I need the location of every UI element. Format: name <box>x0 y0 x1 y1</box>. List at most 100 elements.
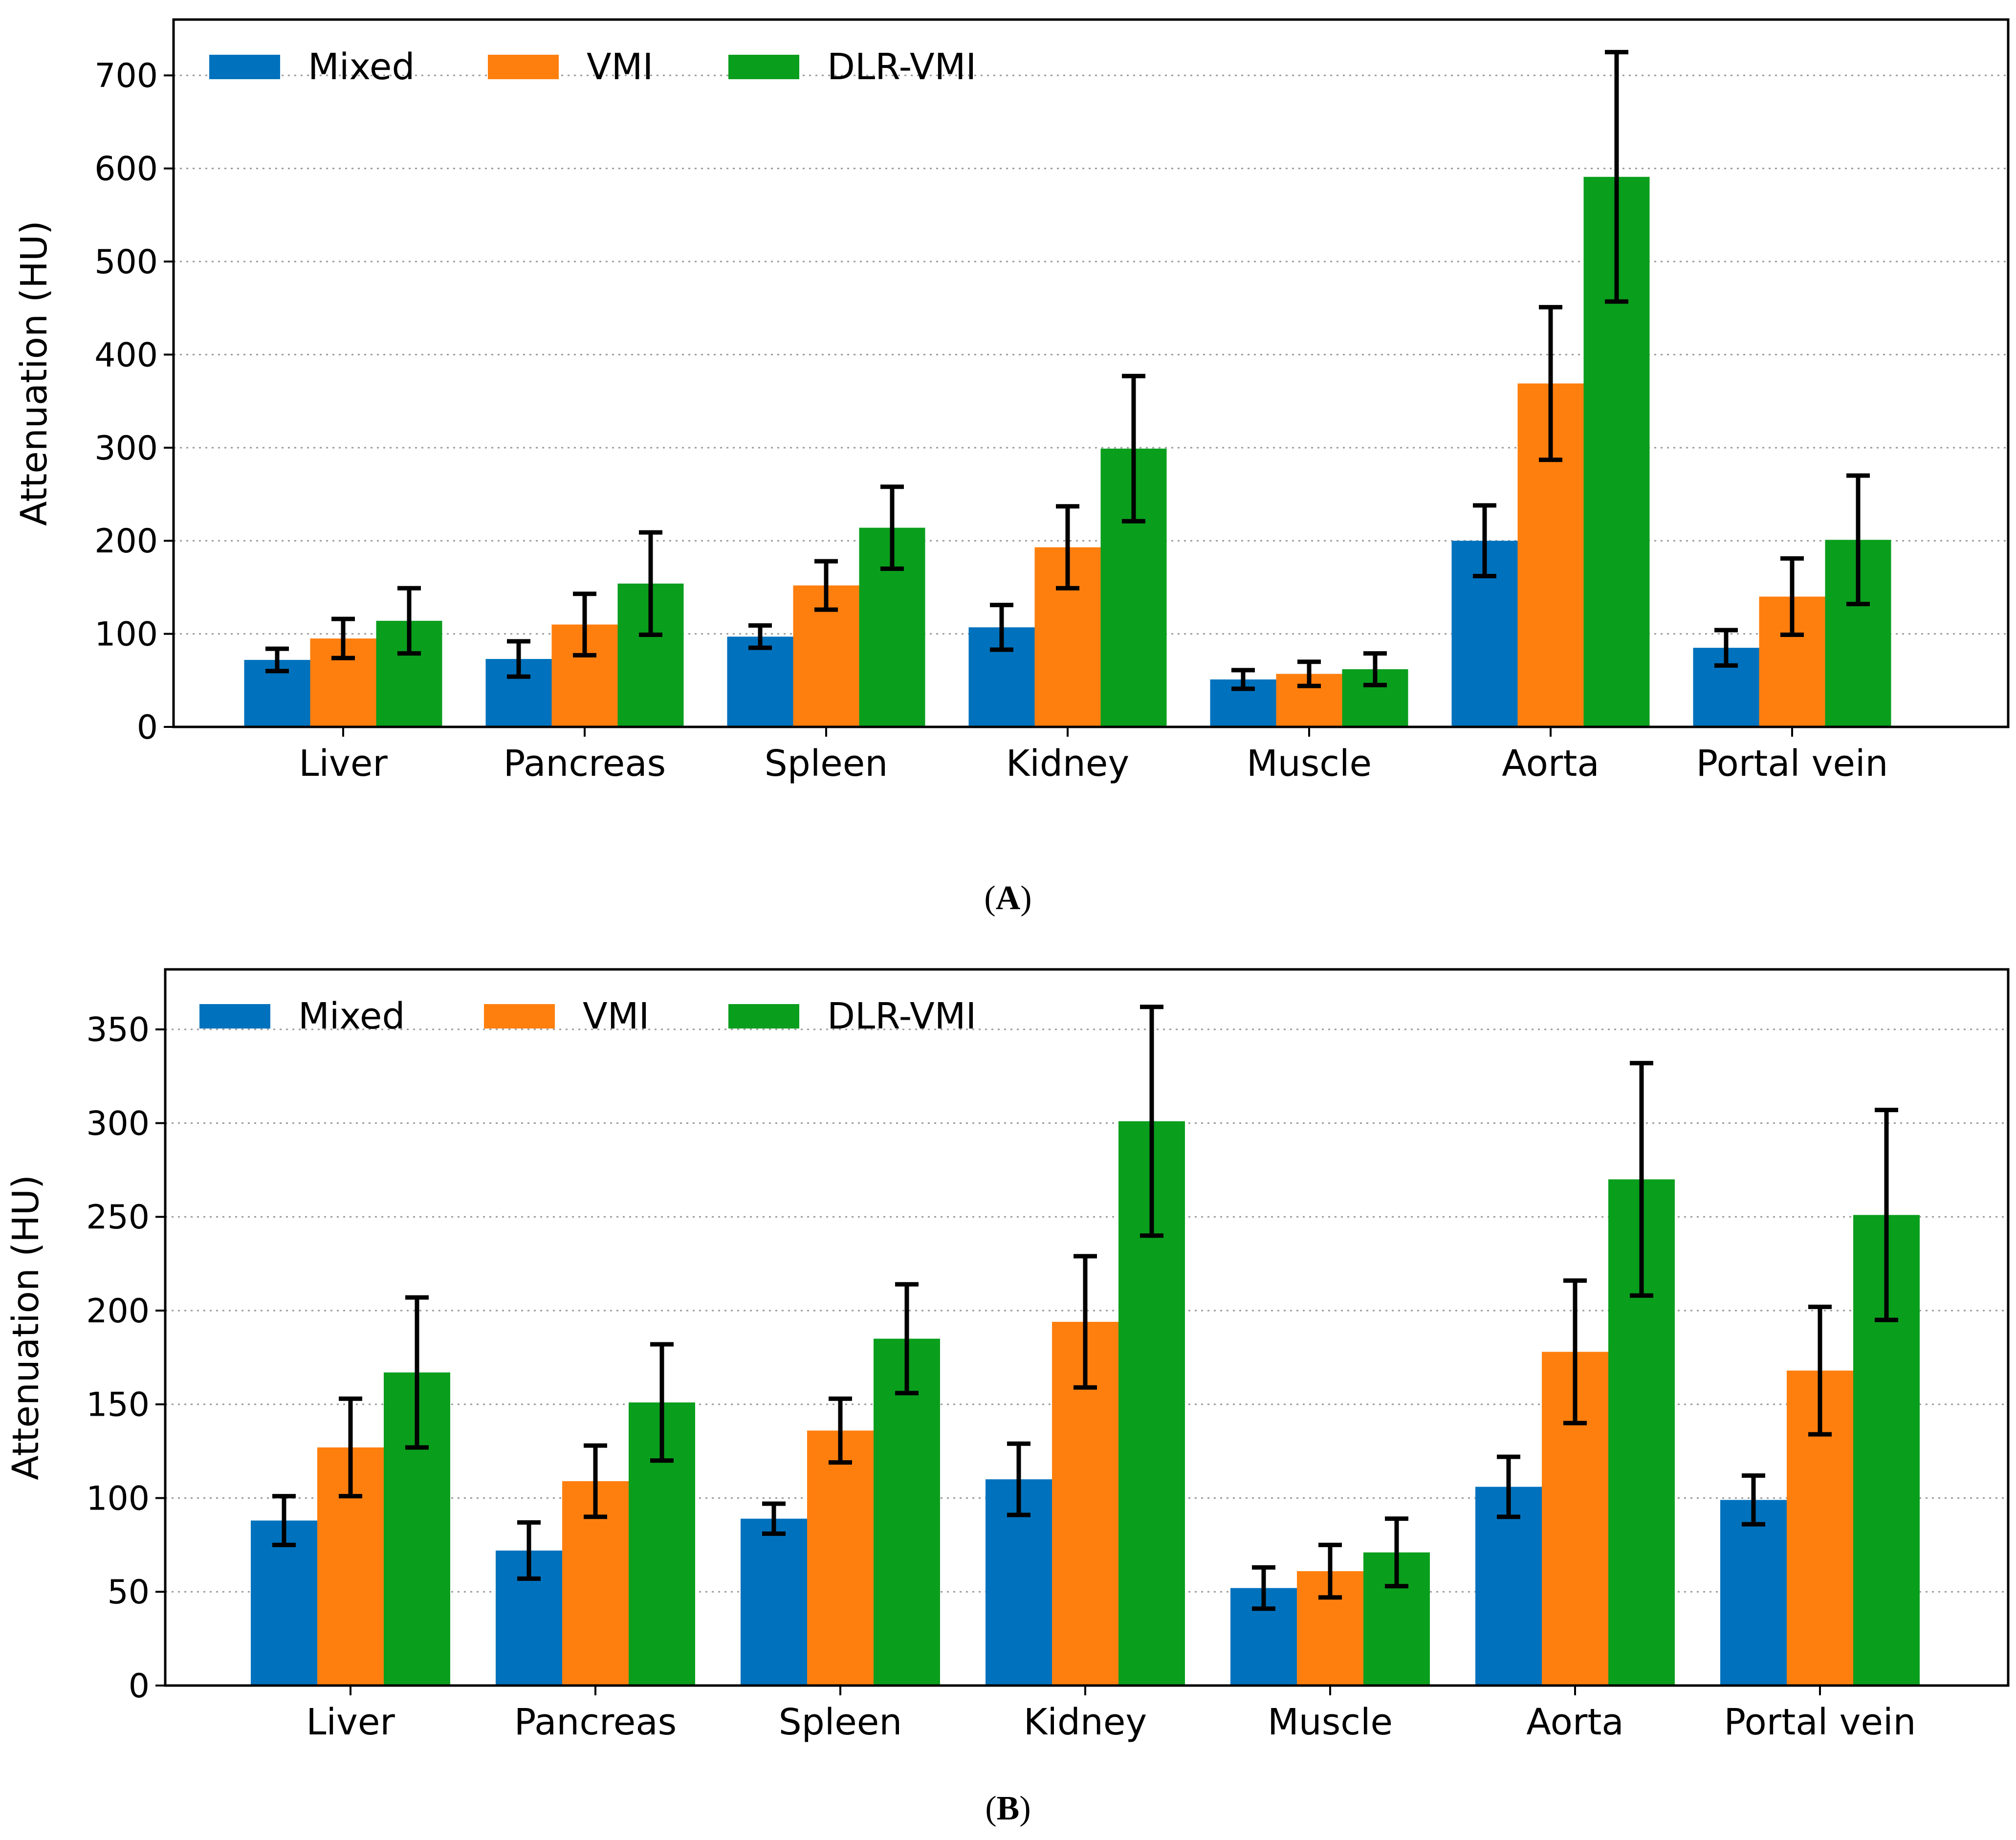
error-bar <box>1605 50 1628 304</box>
legend-label: DLR-VMI <box>827 46 976 88</box>
x-tick-label: Pancreas <box>514 1701 677 1743</box>
error-bar <box>1252 1565 1275 1611</box>
y-tick-label: 600 <box>94 150 158 189</box>
y-tick-label: 100 <box>94 615 158 654</box>
error-bar <box>1318 1542 1342 1600</box>
legend-swatch-dlr-vmi <box>728 1004 799 1029</box>
error-bar <box>990 603 1013 652</box>
x-tick-label: Muscle <box>1247 743 1372 785</box>
panel-a-label: (A) <box>984 879 1031 917</box>
y-tick-label: 200 <box>94 522 158 561</box>
x-tick-label: Aorta <box>1526 1701 1623 1743</box>
x-tick-label: Aorta <box>1502 743 1599 785</box>
legend-label: Mixed <box>308 46 415 88</box>
y-axis-label: Attenuation (HU) <box>13 220 55 526</box>
error-bar <box>1007 1441 1030 1517</box>
x-tick-label: Muscle <box>1268 1701 1393 1743</box>
error-bar <box>1074 1254 1097 1390</box>
y-tick-label: 200 <box>86 1292 150 1331</box>
y-tick-label: 300 <box>86 1104 150 1143</box>
y-tick-label: 250 <box>86 1198 150 1237</box>
x-tick-label: Portal vein <box>1696 743 1888 785</box>
panel-b-label: (B) <box>985 1790 1030 1827</box>
error-bar <box>880 484 904 571</box>
legend-swatch-mixed <box>199 1004 270 1029</box>
error-bar <box>507 639 530 679</box>
legend-swatch-dlr-vmi <box>728 55 799 79</box>
x-tick-label: Portal vein <box>1724 1701 1916 1743</box>
error-bar <box>397 586 421 656</box>
error-bar <box>895 1282 919 1396</box>
error-bar <box>584 1443 607 1519</box>
bar-mixed <box>741 1518 807 1686</box>
legend-label: VMI <box>587 46 653 88</box>
error-bar <box>814 559 838 612</box>
panel-b-chart: 0 50 100 150 200 250 300 350 Attenuation (HU) Liv… <box>5 968 2010 1743</box>
y-tick-label: 300 <box>94 429 158 468</box>
legend-label: Mixed <box>298 995 405 1037</box>
x-tick-label: Spleen <box>765 743 888 785</box>
error-bar <box>1363 651 1387 687</box>
error-bar <box>265 646 289 674</box>
error-bar <box>1630 1061 1653 1298</box>
error-bar <box>1497 1454 1520 1519</box>
error-bar <box>1231 668 1255 691</box>
error-bar <box>1140 1005 1163 1238</box>
error-bar <box>1846 473 1870 607</box>
error-bar <box>748 623 772 650</box>
panel-a-letter: A <box>996 879 1021 917</box>
error-bar <box>331 616 355 660</box>
y-tick-label: 0 <box>137 708 158 747</box>
legend-label: DLR-VMI <box>827 995 976 1037</box>
x-tick-label: Kidney <box>1006 743 1129 785</box>
y-tick-label: 700 <box>94 57 158 95</box>
y-tick-label: 400 <box>94 336 158 374</box>
x-tick-label: Spleen <box>779 1701 902 1743</box>
plot-frame <box>172 18 2010 728</box>
x-tick-label: Pancreas <box>504 743 666 785</box>
error-bar <box>573 591 596 657</box>
error-bar <box>1056 504 1079 591</box>
error-bar <box>272 1494 296 1547</box>
panel-a-chart: 0 100 200 300 400 500 600 700 Attenuation (HU) Li… <box>13 18 2010 785</box>
error-bar <box>1385 1516 1408 1589</box>
legend-swatch-vmi <box>488 55 559 79</box>
x-tick-label: Kidney <box>1024 1701 1147 1743</box>
error-bar <box>1808 1304 1832 1437</box>
panel-b-letter: B <box>997 1790 1020 1827</box>
y-axis-label: Attenuation (HU) <box>5 1175 47 1480</box>
error-bar <box>1714 628 1738 668</box>
error-bar <box>1780 556 1804 637</box>
x-tick-label: Liver <box>299 743 388 785</box>
y-tick-label: 150 <box>86 1386 150 1424</box>
error-bar <box>1563 1278 1587 1425</box>
error-bar <box>339 1396 362 1499</box>
error-bar <box>1742 1473 1765 1527</box>
bar-dlr-vmi <box>874 1338 940 1686</box>
error-bar <box>517 1520 541 1581</box>
error-bar <box>1473 503 1496 579</box>
bar-mixed <box>1720 1500 1787 1686</box>
bar-mixed <box>1475 1487 1542 1686</box>
error-bar <box>1297 659 1321 688</box>
y-tick-label: 350 <box>86 1011 150 1050</box>
error-bar <box>1539 305 1562 462</box>
y-tick-label: 500 <box>94 243 158 282</box>
legend-swatch-vmi <box>484 1004 555 1029</box>
error-bar <box>639 530 662 637</box>
error-bar <box>1875 1108 1898 1322</box>
y-tick-label: 100 <box>86 1479 150 1518</box>
y-tick-label: 50 <box>107 1573 150 1612</box>
bar-mixed <box>727 636 793 727</box>
legend-swatch-mixed <box>209 55 280 79</box>
error-bar <box>405 1295 429 1450</box>
bar-vmi <box>807 1430 874 1686</box>
error-bar <box>1122 373 1145 524</box>
bar-mixed <box>251 1520 317 1686</box>
legend-label: VMI <box>583 995 649 1037</box>
error-bar <box>650 1342 674 1463</box>
error-bar <box>762 1501 786 1536</box>
plot-frame <box>164 968 2010 1687</box>
y-tick-label: 0 <box>129 1667 150 1706</box>
